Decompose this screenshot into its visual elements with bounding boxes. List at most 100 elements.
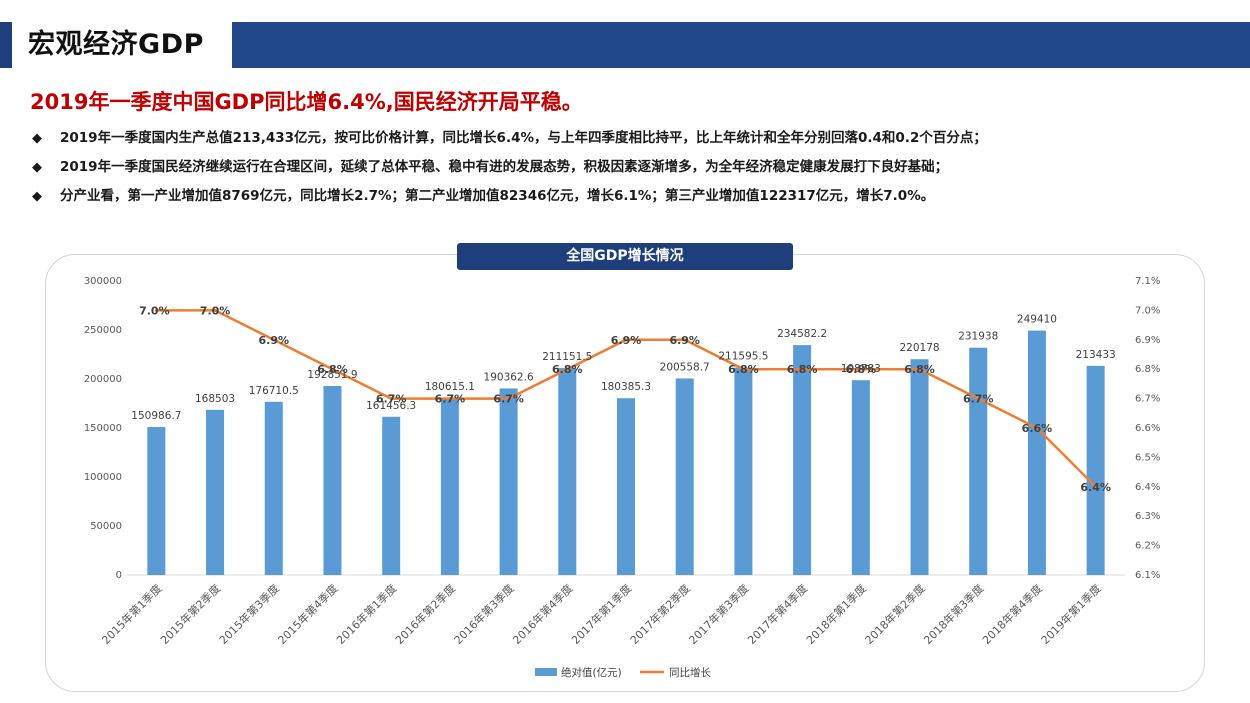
- y-left-tick-label: 0: [116, 570, 122, 581]
- title-accent-bar: [0, 22, 12, 68]
- growth-point: [741, 367, 745, 371]
- x-tick-label: 2016年第2季度: [392, 581, 458, 647]
- x-tick-label: 2017年第3季度: [686, 581, 752, 647]
- y-right-tick-label: 6.9%: [1135, 335, 1160, 346]
- y-right-tick-label: 6.7%: [1135, 394, 1160, 405]
- x-tick-label: 2016年第4季度: [510, 581, 576, 647]
- bar-value-label: 211595.5: [718, 351, 768, 363]
- growth-value-label: 6.7%: [435, 393, 466, 406]
- bar-value-label: 150986.7: [131, 410, 181, 422]
- y-right-tick-label: 6.4%: [1135, 482, 1160, 493]
- gdp-bar: [1027, 330, 1046, 575]
- growth-value-label: 6.8%: [552, 363, 583, 376]
- gdp-bar: [969, 347, 988, 575]
- growth-value-label: 6.9%: [259, 334, 290, 347]
- legend-bar-swatch: [535, 668, 557, 676]
- bar-value-label: 249410: [1017, 314, 1057, 326]
- growth-point: [976, 397, 980, 401]
- growth-value-label: 6.9%: [669, 334, 700, 347]
- y-right-tick-label: 6.2%: [1135, 541, 1160, 552]
- diamond-bullet-icon: ◆: [32, 160, 42, 175]
- x-tick-label: 2016年第1季度: [334, 581, 400, 647]
- x-tick-label: 2018年第2季度: [862, 581, 928, 647]
- y-left-tick-label: 100000: [84, 472, 122, 483]
- x-tick-label: 2017年第1季度: [568, 581, 634, 647]
- growth-value-label: 6.4%: [1080, 481, 1111, 494]
- growth-point: [1035, 426, 1039, 430]
- growth-point: [800, 367, 804, 371]
- bar-value-label: 198783: [841, 363, 881, 375]
- x-tick-label: 2018年第4季度: [979, 581, 1045, 647]
- y-right-tick-label: 6.3%: [1135, 511, 1160, 522]
- bullet-text: 分产业看，第一产业增加值8769亿元，同比增长2.7%；第二产业增加值82346…: [60, 188, 935, 204]
- y-right-tick-label: 6.8%: [1135, 364, 1160, 375]
- growth-point: [918, 367, 922, 371]
- legend-bar-label: 绝对值(亿元): [561, 666, 622, 679]
- y-right-tick-label: 7.1%: [1135, 276, 1160, 287]
- growth-value-label: 6.8%: [787, 363, 818, 376]
- growth-point: [507, 397, 511, 401]
- growth-value-label: 6.7%: [963, 393, 994, 406]
- bar-value-label: 168503: [195, 393, 235, 405]
- gdp-bar: [382, 416, 401, 575]
- x-tick-label: 2015年第1季度: [99, 581, 165, 647]
- bar-value-label: 234582.2: [777, 328, 827, 340]
- growth-point: [213, 308, 217, 312]
- growth-point: [448, 397, 452, 401]
- page-title: 宏观经济GDP: [28, 29, 204, 60]
- growth-value-label: 6.6%: [1022, 422, 1053, 435]
- growth-point: [683, 338, 687, 342]
- x-tick-label: 2018年第1季度: [803, 581, 869, 647]
- growth-point: [1094, 485, 1098, 489]
- gdp-bar: [793, 345, 812, 575]
- growth-point: [272, 338, 276, 342]
- y-left-tick-label: 200000: [84, 374, 122, 385]
- growth-value-label: 6.7%: [493, 393, 524, 406]
- gdp-bar: [499, 388, 518, 575]
- growth-value-label: 6.9%: [611, 334, 642, 347]
- bar-value-label: 180385.3: [601, 381, 651, 393]
- gdp-bar: [264, 401, 283, 575]
- growth-point: [859, 367, 863, 371]
- bar-value-label: 200558.7: [660, 361, 710, 373]
- y-left-tick-label: 50000: [90, 521, 122, 532]
- bullet-list: ◆ 2019年一季度国内生产总值213,433亿元，按可比价格计算，同比增长6.…: [32, 124, 1232, 211]
- gdp-bar: [675, 378, 694, 575]
- x-tick-label: 2016年第3季度: [451, 581, 517, 647]
- growth-value-label: 6.7%: [376, 393, 407, 406]
- growth-point: [389, 397, 393, 401]
- bar-value-label: 161456.3: [366, 400, 416, 412]
- y-left-tick-label: 150000: [84, 423, 122, 434]
- diamond-bullet-icon: ◆: [32, 131, 42, 146]
- gdp-bar: [1086, 365, 1105, 575]
- growth-value-label: 6.8%: [846, 363, 877, 376]
- gdp-bar: [617, 398, 635, 575]
- growth-point: [330, 367, 334, 371]
- bar-value-label: 190362.6: [484, 371, 534, 383]
- bullet-item: ◆ 2019年一季度国内生产总值213,433亿元，按可比价格计算，同比增长6.…: [32, 124, 1232, 153]
- growth-value-label: 7.0%: [139, 304, 170, 317]
- bullet-text: 2019年一季度国民经济继续运行在合理区间，延续了总体平稳、稳中有进的发展态势，…: [60, 159, 949, 175]
- header-banner: [232, 22, 1250, 68]
- bullet-text: 2019年一季度国内生产总值213,433亿元，按可比价格计算，同比增长6.4%…: [60, 130, 987, 146]
- gdp-bar: [910, 359, 929, 575]
- bar-value-label: 220178: [899, 342, 939, 354]
- gdp-bar: [206, 409, 225, 575]
- y-right-tick-label: 6.6%: [1135, 423, 1160, 434]
- gdp-bar: [558, 368, 577, 575]
- bullet-item: ◆ 分产业看，第一产业增加值8769亿元，同比增长2.7%；第二产业增加值823…: [32, 182, 1232, 211]
- x-tick-label: 2015年第4季度: [275, 581, 341, 647]
- bar-value-label: 213433: [1076, 349, 1116, 361]
- y-left-tick-label: 250000: [84, 325, 122, 336]
- bar-value-label: 180615.1: [425, 381, 475, 393]
- bar-value-label: 231938: [958, 331, 998, 343]
- growth-value-label: 6.8%: [317, 363, 348, 376]
- growth-point: [565, 367, 569, 371]
- chart-title: 全国GDP增长情况: [457, 243, 793, 270]
- x-tick-label: 2017年第2季度: [627, 581, 693, 647]
- x-tick-label: 2015年第3季度: [216, 581, 282, 647]
- bar-value-label: 211151.5: [542, 351, 592, 363]
- bar-value-label: 176710.5: [249, 385, 299, 397]
- gdp-bar: [440, 397, 459, 575]
